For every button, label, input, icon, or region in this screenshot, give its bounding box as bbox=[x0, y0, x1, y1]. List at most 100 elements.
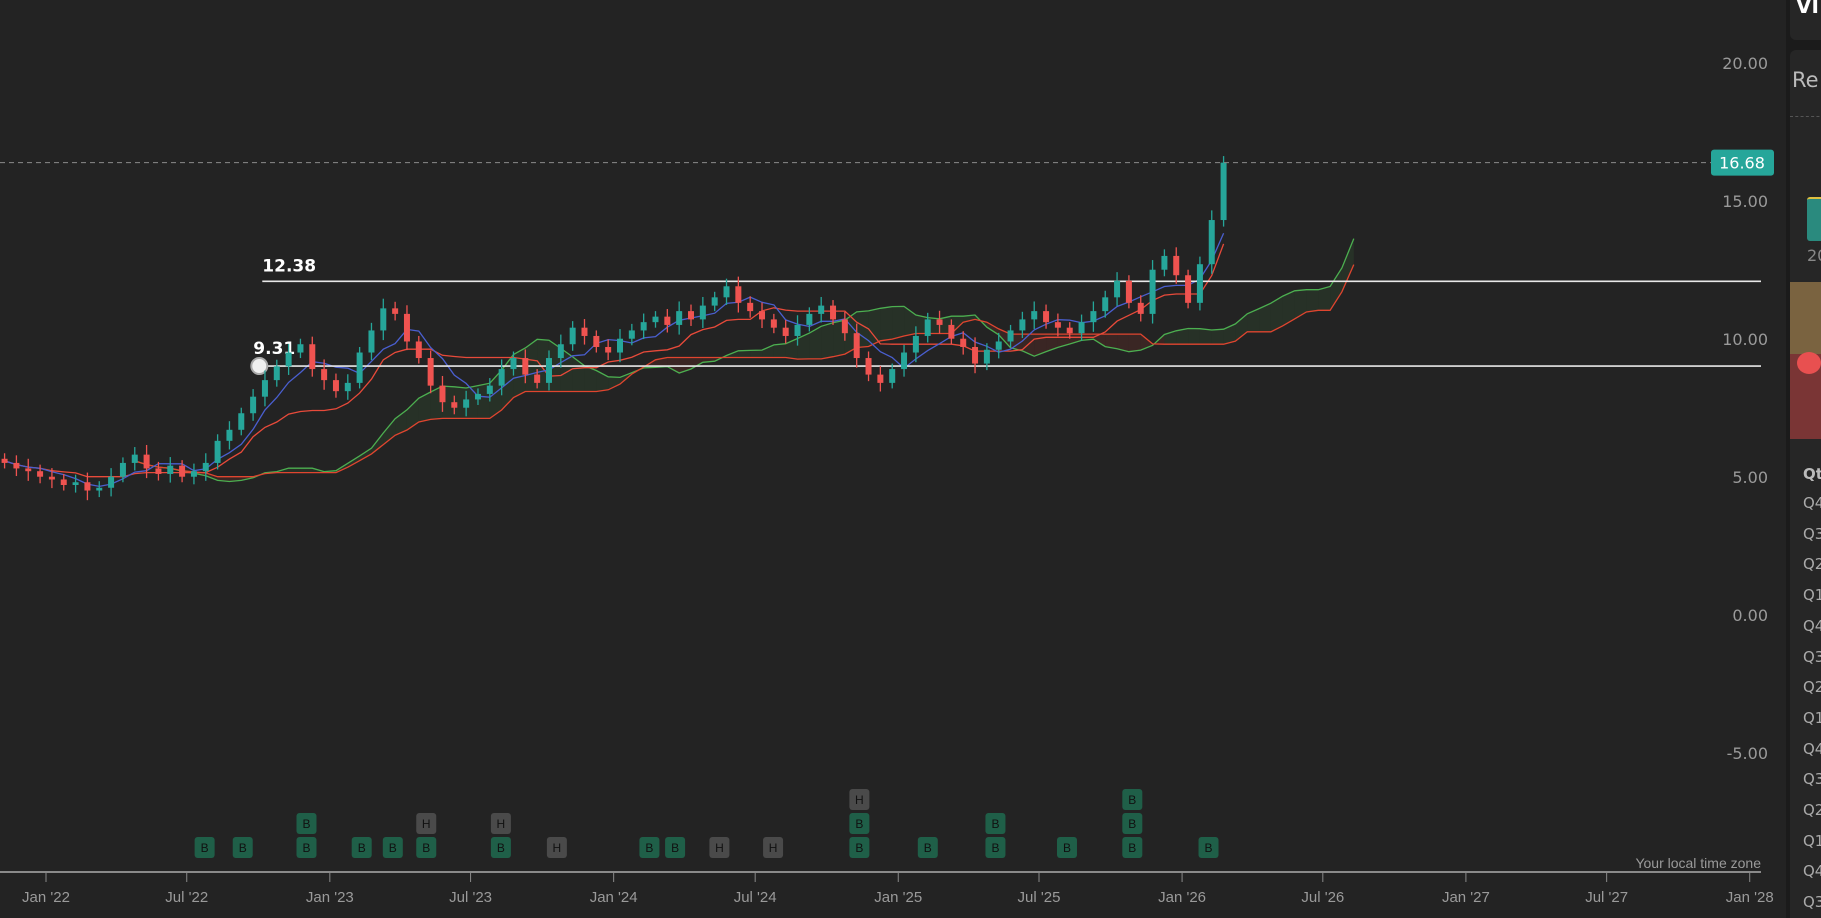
time-axis[interactable]: Your local time zone Jan '22 Jul '22 Jan '… bbox=[0, 855, 1774, 906]
buy-marker[interactable]: B bbox=[639, 837, 660, 858]
range-bar-upper bbox=[1790, 282, 1821, 354]
candle bbox=[403, 305, 410, 351]
candle bbox=[1102, 290, 1109, 318]
candle bbox=[936, 310, 943, 334]
quarter-row-label: Q3 bbox=[1803, 893, 1821, 912]
hold-marker[interactable]: H bbox=[546, 837, 567, 858]
buy-marker[interactable]: B bbox=[1122, 789, 1143, 810]
quarter-row-label: Q3 bbox=[1803, 647, 1821, 666]
candle bbox=[190, 463, 197, 485]
mini-chart-icon[interactable] bbox=[1807, 197, 1821, 241]
buy-marker[interactable]: B bbox=[194, 837, 215, 858]
buy-marker[interactable]: B bbox=[849, 837, 870, 858]
buy-marker[interactable]: B bbox=[382, 837, 403, 858]
cloud-segment bbox=[1259, 303, 1271, 332]
buy-marker[interactable]: B bbox=[1122, 837, 1143, 858]
hold-marker[interactable]: H bbox=[490, 813, 511, 834]
marker-label: B bbox=[671, 841, 679, 855]
quarter-row-label: Q1 bbox=[1803, 831, 1821, 850]
buy-marker[interactable]: B bbox=[296, 837, 317, 858]
candle bbox=[155, 461, 162, 481]
price-tick-label: -5.00 bbox=[1727, 744, 1768, 763]
cloud-segment bbox=[1306, 289, 1319, 312]
hold-marker[interactable]: H bbox=[849, 789, 870, 810]
candles bbox=[1, 156, 1227, 501]
candle bbox=[1125, 275, 1132, 309]
buy-marker[interactable]: B bbox=[1122, 813, 1143, 834]
marker-label: H bbox=[422, 817, 431, 831]
candle bbox=[1114, 272, 1121, 306]
cloud-segment bbox=[1282, 290, 1295, 326]
buy-marker[interactable]: B bbox=[296, 813, 317, 834]
candle bbox=[983, 343, 990, 371]
candle bbox=[96, 481, 103, 498]
candle bbox=[60, 473, 67, 491]
horizontal-levels[interactable]: 12.38 9.31 bbox=[250, 256, 1761, 376]
candle bbox=[1031, 301, 1038, 330]
candle bbox=[522, 349, 529, 384]
hold-marker[interactable]: H bbox=[763, 837, 784, 858]
cloud-segment bbox=[773, 343, 786, 358]
marker-label: B bbox=[991, 817, 999, 831]
candle bbox=[48, 468, 55, 489]
cloud-segment bbox=[738, 350, 751, 358]
marker-label: B bbox=[1128, 841, 1136, 855]
price-tick-label: 15.00 bbox=[1722, 192, 1768, 211]
candle bbox=[37, 464, 44, 484]
cloud-segment bbox=[892, 306, 905, 340]
marker-label: B bbox=[201, 841, 209, 855]
candle bbox=[841, 311, 848, 341]
hold-marker[interactable]: H bbox=[709, 837, 730, 858]
candle bbox=[214, 434, 221, 470]
time-tick-label: Jan '26 bbox=[1158, 889, 1206, 906]
buy-marker[interactable]: B bbox=[416, 837, 437, 858]
candle bbox=[427, 350, 434, 394]
candle bbox=[735, 276, 742, 313]
buy-marker[interactable]: B bbox=[665, 837, 686, 858]
cloud-segment bbox=[762, 344, 774, 358]
buy-marker[interactable]: B bbox=[985, 837, 1006, 858]
candle bbox=[1007, 324, 1014, 347]
hold-marker[interactable]: H bbox=[416, 813, 437, 834]
quarter-row-label: Q2 bbox=[1803, 678, 1821, 697]
buy-marker[interactable]: B bbox=[1198, 837, 1219, 858]
marker-label: B bbox=[855, 817, 863, 831]
candle bbox=[356, 347, 363, 389]
buy-marker[interactable]: B bbox=[1056, 837, 1077, 858]
marker-label: B bbox=[1063, 841, 1071, 855]
quarter-row-label: Q4 bbox=[1803, 862, 1821, 881]
candle bbox=[806, 307, 813, 332]
cloud-segment bbox=[288, 468, 301, 473]
cloud-segment bbox=[1247, 308, 1260, 332]
candle bbox=[557, 334, 564, 368]
cloud-segment bbox=[1117, 334, 1129, 352]
time-tick-label: Jan '28 bbox=[1726, 889, 1774, 906]
timezone-note: Your local time zone bbox=[1635, 855, 1761, 871]
cloud-segment bbox=[809, 326, 822, 359]
candle bbox=[628, 323, 635, 346]
marker-label: B bbox=[1128, 817, 1136, 831]
buy-marker[interactable]: B bbox=[351, 837, 372, 858]
cloud-segment bbox=[560, 348, 573, 392]
price-tick-label: 20.00 bbox=[1722, 54, 1768, 73]
candle bbox=[321, 359, 328, 390]
cloud-segment bbox=[904, 306, 916, 336]
buy-marker[interactable]: B bbox=[232, 837, 253, 858]
candle bbox=[297, 338, 304, 359]
buy-marker[interactable]: B bbox=[849, 813, 870, 834]
marker-label: H bbox=[497, 817, 506, 831]
buy-marker[interactable]: B bbox=[985, 813, 1006, 834]
candle bbox=[948, 319, 955, 345]
level-handle[interactable] bbox=[250, 357, 269, 376]
cloud-segment bbox=[1199, 328, 1212, 345]
buy-marker[interactable]: B bbox=[490, 837, 511, 858]
candle bbox=[108, 468, 115, 497]
marker-label: B bbox=[422, 841, 430, 855]
symbol-header[interactable]: VI bbox=[1790, 0, 1821, 40]
buy-marker[interactable]: B bbox=[917, 837, 938, 858]
leading-span-b-line bbox=[134, 264, 1355, 478]
candle bbox=[167, 457, 174, 483]
price-axis[interactable]: 20.00 15.00 10.00 5.00 0.00 -5.00 bbox=[1722, 54, 1768, 763]
